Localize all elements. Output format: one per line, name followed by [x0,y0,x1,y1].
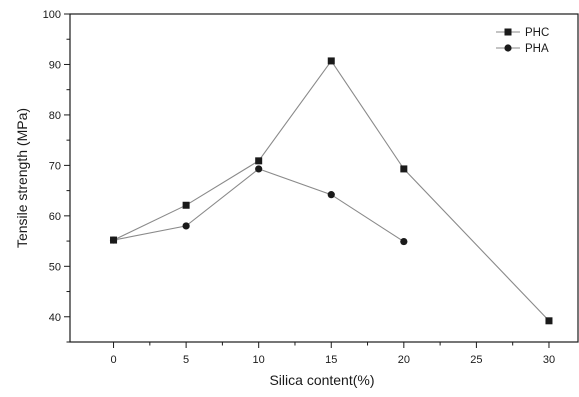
y-tick-label: 70 [49,160,61,172]
legend-label-phc: PHC [525,27,549,39]
x-axis-title: Silica content(%) [269,372,374,388]
y-tick-label: 90 [49,59,61,71]
y-axis-ticks: 40 50 60 70 80 90 100 [43,9,70,343]
x-axis-ticks: 0 5 10 15 20 25 30 [110,342,555,366]
legend-marker-phc [504,28,512,36]
y-tick-label: 50 [49,261,61,273]
series-pha-point [255,165,263,173]
series-pha [109,165,408,246]
x-tick-label: 15 [325,354,337,366]
x-tick-label: 10 [253,354,265,366]
x-tick-label: 5 [183,354,189,366]
x-tick-label: 25 [470,354,482,366]
y-tick-label: 100 [43,9,61,21]
plot-frame [69,13,579,343]
y-tick-label: 80 [49,110,61,122]
x-tick-label: 20 [398,354,410,366]
series-phc-point [255,157,263,165]
series-pha-point [182,222,190,230]
series-pha-line [113,168,405,243]
series-layer [109,57,553,325]
series-phc-line [113,59,550,322]
series-phc-point [327,57,335,65]
x-tick-label: 0 [110,354,116,366]
legend: PHC PHA [496,27,549,55]
series-pha-point [327,191,335,199]
y-tick-label: 40 [49,312,61,324]
series-phc-point [400,165,408,173]
series-phc-point [182,201,190,209]
x-tick-label: 30 [543,354,555,366]
y-tick-label: 60 [49,211,61,223]
series-pha-point [109,236,118,244]
series-phc [110,57,553,325]
series-pha-point [400,237,408,246]
legend-label-pha: PHA [525,43,549,55]
series-phc-point [545,317,553,325]
legend-marker-pha [504,44,512,52]
y-axis-title: Tensile strength (MPa) [14,108,30,248]
